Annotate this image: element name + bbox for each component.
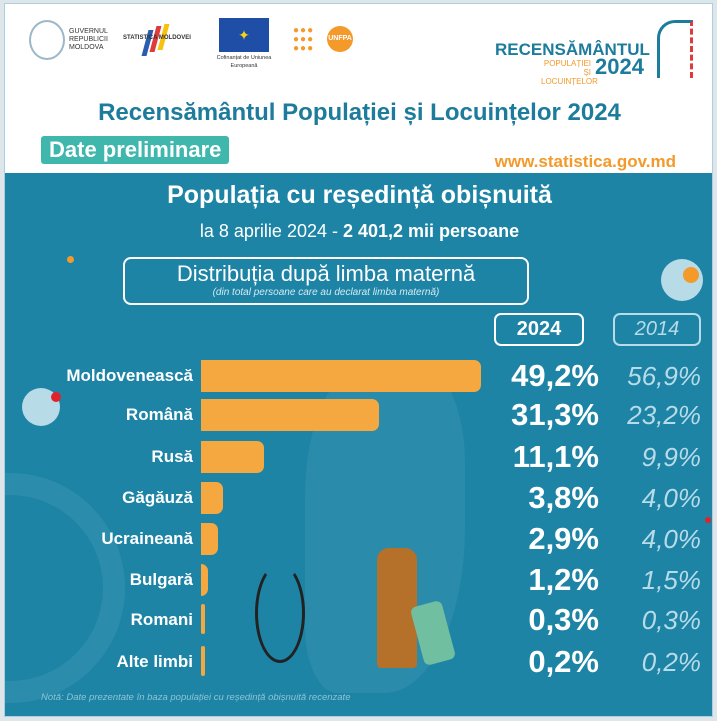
- value-2014: 56,9%: [627, 361, 701, 391]
- category-label: Rusă: [151, 447, 193, 466]
- bar-0: [201, 360, 481, 392]
- chart-heading-box: Distribuția după limba maternă (din tota…: [123, 257, 529, 305]
- value-2014: 1,5%: [641, 565, 701, 595]
- traveler-illustration: [377, 548, 417, 668]
- category-label: Bulgară: [129, 570, 193, 589]
- bar-4: [201, 523, 218, 555]
- category-label: Găgăuză: [122, 488, 193, 507]
- value-2024: 1,2%: [528, 562, 599, 597]
- decorative-dot: [51, 392, 61, 402]
- census-logo-sub: POPULAȚIEI ȘI LOCUINȚELOR: [541, 59, 598, 86]
- website-link[interactable]: www.statistica.gov.md: [494, 152, 676, 171]
- unfpa-logo: ●●● ●●● ●●● UNFPA: [293, 25, 353, 54]
- category-label: Română: [125, 405, 193, 424]
- bar-5: [201, 564, 208, 596]
- wheelchair-person-illustration: [255, 563, 305, 663]
- category-label: Romani: [130, 610, 193, 629]
- value-2014: 4,0%: [641, 483, 701, 513]
- bar-2: [201, 441, 265, 473]
- chart-heading-note: (din total persoane care au declarat lim…: [212, 287, 440, 298]
- bar-6: [201, 604, 205, 634]
- decorative-dot: [705, 517, 711, 523]
- page-title: Recensământul Populației și Locuințelor …: [98, 99, 621, 126]
- value-2014: 9,9%: [641, 442, 701, 472]
- chart-heading: Distribuția după limba maternă: [176, 261, 476, 286]
- value-2024: 11,1%: [512, 439, 599, 474]
- category-label: Ucraineană: [101, 529, 193, 548]
- value-2014: 4,0%: [641, 524, 701, 554]
- chart-panel: Populația cu reședință obișnuită la 8 ap…: [5, 173, 712, 716]
- bar-3: [201, 482, 223, 514]
- value-2024: 31,3%: [511, 397, 599, 432]
- infographic: GUVERNUL REPUBLICII MOLDOVA STATISTICA M…: [4, 3, 713, 717]
- eu-flag-icon: ✦: [219, 18, 269, 52]
- category-label: Moldovenească: [66, 366, 193, 385]
- value-2024: 0,2%: [528, 644, 599, 679]
- footnote: Notă: Date prezentate în baza populației…: [41, 692, 351, 703]
- bar-1: [201, 399, 380, 431]
- statistica-logo: STATISTICA MOLDOVEI: [123, 22, 193, 58]
- census-house-icon: [657, 20, 693, 78]
- value-2014: 23,2%: [627, 400, 701, 430]
- decorative-dot: [683, 267, 699, 283]
- value-2024: 3,8%: [528, 480, 599, 515]
- chart-title: Populația cu reședință obișnuită: [167, 181, 552, 209]
- chart-subtitle: la 8 aprilie 2024 - 2 401,2 mii persoane: [199, 221, 520, 241]
- value-2014: 0,3%: [641, 605, 701, 635]
- eu-caption: Cofinanțat de Uniunea Europeană: [216, 55, 272, 69]
- coat-of-arms-logo: [29, 20, 65, 60]
- census-logo-year: 2024: [595, 54, 644, 79]
- legend-2024: 2024: [494, 313, 584, 346]
- value-2014: 0,2%: [641, 647, 701, 677]
- gov-logo-text: GUVERNUL REPUBLICII MOLDOVA: [69, 28, 108, 51]
- legend-2014: 2014: [613, 313, 701, 346]
- value-2024: 49,2%: [511, 358, 599, 393]
- value-2024: 2,9%: [528, 521, 599, 556]
- census-logo-title: RECENSĂMÂNTUL: [495, 40, 650, 59]
- category-label: Alte limbi: [116, 652, 193, 671]
- decorative-dot: [67, 256, 74, 263]
- preliminary-badge: Date preliminare: [41, 136, 230, 164]
- bar-7: [201, 646, 205, 676]
- value-2024: 0,3%: [528, 602, 599, 637]
- decorative-arc: [5, 473, 125, 703]
